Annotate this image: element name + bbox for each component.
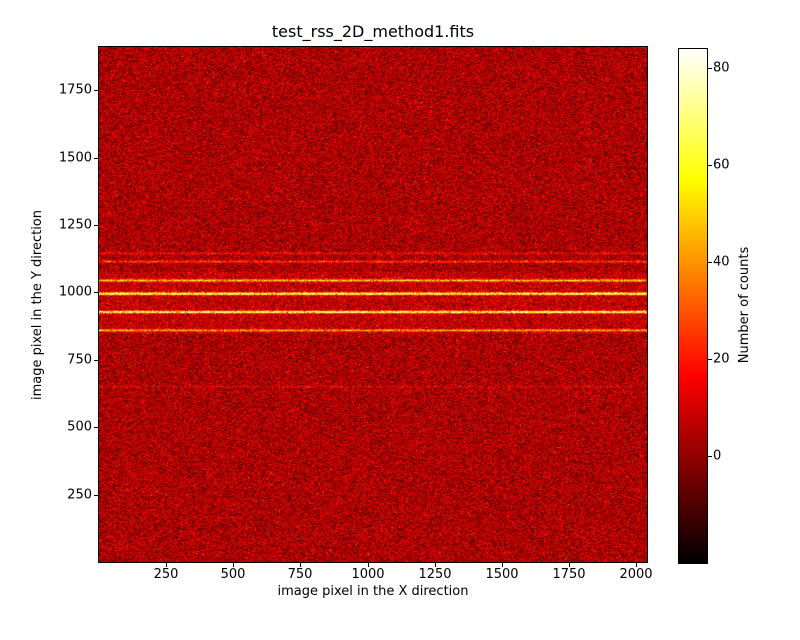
y-tick-label: 1250: [58, 217, 92, 233]
plot-area: [98, 46, 648, 563]
y-tick-label: 1500: [58, 150, 92, 166]
y-tick-mark: [94, 158, 98, 159]
y-tick-mark: [94, 495, 98, 496]
y-tick-mark: [94, 427, 98, 428]
y-tick-label: 500: [67, 419, 92, 435]
y-tick-mark: [94, 292, 98, 293]
plot-title: test_rss_2D_method1.fits: [271, 22, 475, 41]
colorbar-tick-label: 40: [713, 254, 730, 270]
x-tick-mark: [636, 563, 637, 567]
x-tick-label: 1500: [485, 567, 519, 582]
x-tick-label: 250: [153, 567, 179, 582]
y-axis-label: image pixel in the Y direction: [30, 209, 45, 401]
colorbar-tick-label: 60: [713, 157, 730, 173]
y-tick-mark: [94, 225, 98, 226]
x-tick-mark: [300, 563, 301, 567]
x-tick-mark: [233, 563, 234, 567]
colorbar-tick-label: 80: [713, 60, 730, 76]
x-tick-label: 750: [287, 567, 313, 582]
x-tick-mark: [502, 563, 503, 567]
x-tick-mark: [368, 563, 369, 567]
colorbar-tick-mark: [708, 456, 712, 457]
colorbar: [678, 48, 708, 564]
x-tick-mark: [166, 563, 167, 567]
y-tick-label: 1000: [58, 284, 92, 300]
colorbar-tick-label: 20: [713, 351, 730, 367]
x-tick-label: 1750: [552, 567, 586, 582]
x-tick-label: 2000: [619, 567, 653, 582]
heatmap-image: [99, 47, 647, 562]
colorbar-label: Number of counts: [737, 246, 752, 364]
y-tick-mark: [94, 360, 98, 361]
colorbar-tick-label: 0: [713, 448, 722, 464]
x-tick-label: 1250: [418, 567, 452, 582]
x-tick-label: 500: [220, 567, 246, 582]
y-tick-mark: [94, 90, 98, 91]
x-tick-mark: [435, 563, 436, 567]
colorbar-tick-mark: [708, 262, 712, 263]
colorbar-tick-mark: [708, 68, 712, 69]
colorbar-tick-mark: [708, 359, 712, 360]
x-tick-mark: [569, 563, 570, 567]
x-axis-label: image pixel in the X direction: [277, 584, 469, 599]
colorbar-gradient: [679, 49, 707, 563]
y-tick-label: 750: [67, 352, 92, 368]
colorbar-tick-mark: [708, 165, 712, 166]
x-tick-label: 1000: [351, 567, 385, 582]
y-tick-label: 1750: [58, 82, 92, 98]
y-tick-label: 250: [67, 487, 92, 503]
